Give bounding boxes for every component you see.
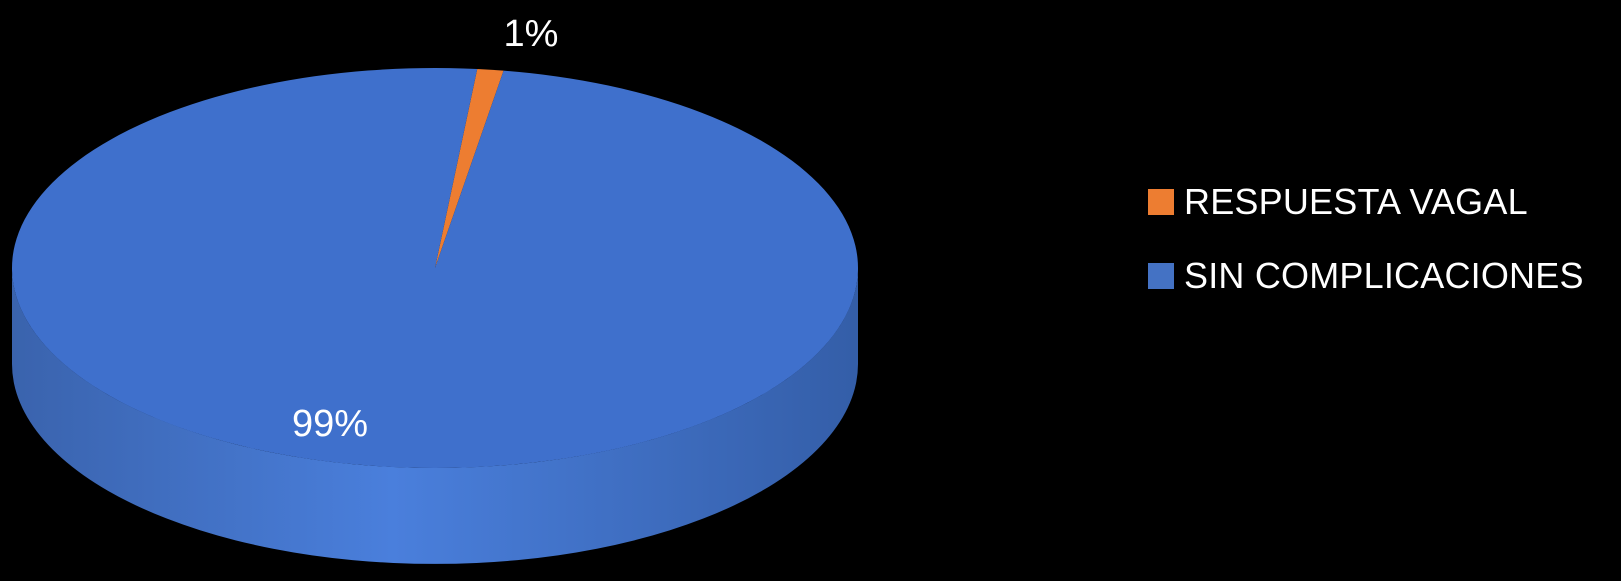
legend: RESPUESTA VAGAL SIN COMPLICACIONES bbox=[1148, 180, 1584, 330]
data-label-respuesta-vagal: 1% bbox=[504, 13, 559, 55]
pie-side-wall bbox=[12, 268, 858, 564]
legend-item-respuesta-vagal: RESPUESTA VAGAL bbox=[1148, 180, 1584, 222]
pie-slice-respuesta-vagal bbox=[435, 68, 504, 268]
pie-top-face bbox=[11, 67, 858, 468]
pie-data-labels: 1% 99% bbox=[292, 13, 558, 445]
pie-side-surface bbox=[12, 268, 858, 564]
legend-item-sin-complicaciones: SIN COMPLICACIONES bbox=[1148, 254, 1584, 296]
legend-swatch-orange bbox=[1148, 188, 1174, 215]
data-label-sin-complicaciones: 99% bbox=[292, 403, 368, 445]
legend-swatch-blue bbox=[1148, 262, 1174, 289]
pie-slice-sin-complicaciones bbox=[11, 67, 858, 468]
legend-label: RESPUESTA VAGAL bbox=[1184, 180, 1528, 222]
legend-label: SIN COMPLICACIONES bbox=[1184, 254, 1584, 296]
